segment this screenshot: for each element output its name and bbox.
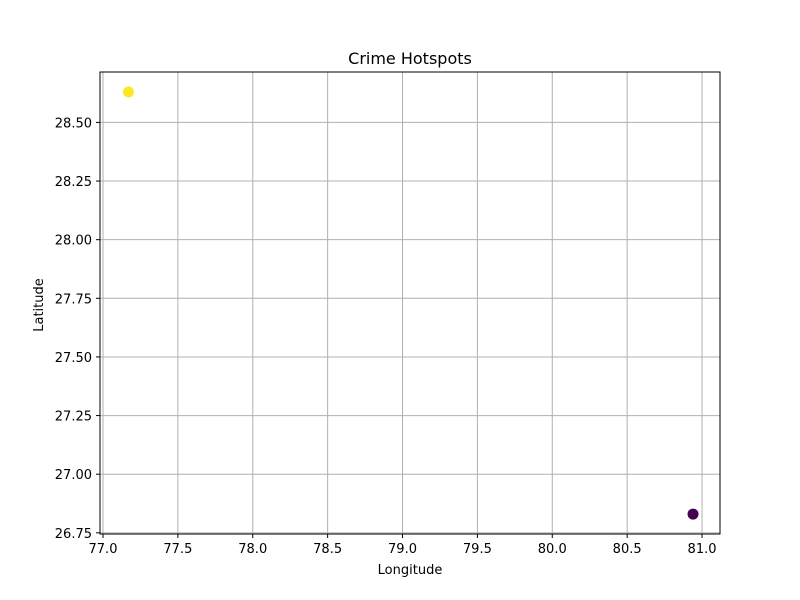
y-tick-label: 28.25 <box>55 175 92 190</box>
x-tick-label: 77.5 <box>163 542 192 557</box>
x-tick-label: 81.0 <box>688 542 717 557</box>
y-tick-label: 27.00 <box>55 468 92 483</box>
x-tick-label: 80.0 <box>538 542 567 557</box>
scatter-point <box>122 86 134 98</box>
grid-layer <box>100 72 720 534</box>
x-tick-label: 79.0 <box>388 542 417 557</box>
ticks-layer: 77.0 77.5 78.0 78.5 79.0 79.5 80.0 80.5 81.0 26.7… <box>55 116 717 557</box>
x-axis-label: Longitude <box>378 563 443 578</box>
scatter-point <box>687 508 699 520</box>
y-tick-label: 27.25 <box>55 410 92 425</box>
y-tick-label: 27.50 <box>55 351 92 366</box>
x-tick-label: 80.5 <box>613 542 642 557</box>
plot-frame <box>99 71 721 535</box>
y-tick-label: 28.00 <box>55 234 92 249</box>
points-layer <box>122 86 699 520</box>
y-axis-label: Latitude <box>32 278 47 332</box>
y-tick-label: 28.50 <box>55 116 92 131</box>
x-tick-label: 78.5 <box>313 542 342 557</box>
chart-title: Crime Hotspots <box>348 49 472 68</box>
y-tick-label: 27.75 <box>55 292 92 307</box>
x-tick-label: 77.0 <box>89 542 118 557</box>
x-tick-label: 79.5 <box>463 542 492 557</box>
x-tick-label: 78.0 <box>238 542 267 557</box>
y-tick-label: 26.75 <box>55 527 92 542</box>
